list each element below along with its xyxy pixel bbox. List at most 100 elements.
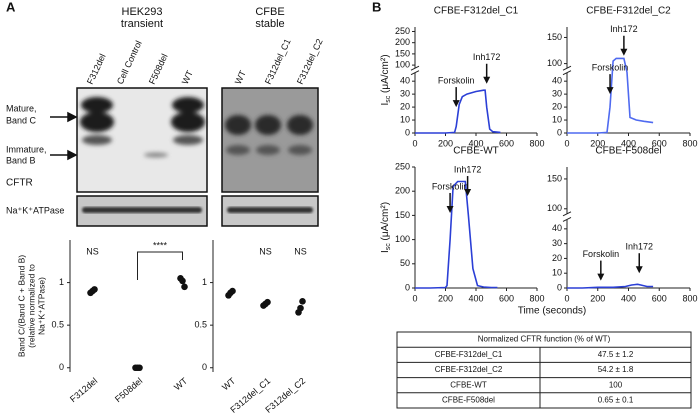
y-tick-label: 30 <box>552 89 562 99</box>
data-point <box>264 298 271 306</box>
y-axis-label: Band C/(Band C + Band B) <box>16 255 26 357</box>
y-tick-label: 40 <box>400 76 410 86</box>
table-cell: CFBE-F312del_C2 <box>435 365 503 374</box>
y-tick-label: 0 <box>557 127 562 137</box>
y-tick-label: 0.5 <box>194 320 207 330</box>
x-tick-label: 600 <box>652 293 667 303</box>
x-tick-label: 200 <box>438 138 453 148</box>
annotation: Inh172 <box>610 24 638 34</box>
group-title: HEK293 <box>122 6 163 18</box>
data-point <box>181 283 188 291</box>
arrow-head <box>635 266 643 274</box>
x-tick-label: 800 <box>529 138 544 148</box>
table-cell: CFBE-F508del <box>442 396 495 405</box>
y-tick-label: 0.5 <box>51 320 64 330</box>
annotation: Inh172 <box>625 242 653 252</box>
annotation: Forskolin <box>583 249 620 259</box>
x-tick-label: 400 <box>621 293 636 303</box>
x-tick-label: 800 <box>682 138 697 148</box>
y-axis-label: Isc (μA/cm²) <box>380 54 392 105</box>
y-tick-label: 200 <box>395 37 410 47</box>
trace <box>415 89 501 134</box>
table-cell: 0.65 ± 0.1 <box>598 396 634 405</box>
y-tick-label: 10 <box>552 114 562 124</box>
x-tick-label: 400 <box>468 138 483 148</box>
annotation: NS <box>294 246 307 256</box>
y-tick-label: 20 <box>552 253 562 263</box>
x-tick-label: 600 <box>652 138 667 148</box>
y-tick-label: 250 <box>395 26 410 36</box>
arrow-head <box>606 87 614 95</box>
lane-label: F508del <box>147 52 170 86</box>
y-tick-label: 20 <box>552 101 562 111</box>
y-label-symbol: I <box>380 250 391 253</box>
x-tick-label: 200 <box>590 293 605 303</box>
chart-title: CFBE-F312del_C2 <box>586 6 671 17</box>
y-label-unit: (μA/cm²) <box>380 54 391 95</box>
chart-title: CFBE-F508del <box>595 146 661 157</box>
x-tick-label: 600 <box>499 138 514 148</box>
y-tick-label: 40 <box>552 76 562 86</box>
y-label-symbol: I <box>380 103 391 106</box>
annotation: Forskolin <box>592 63 629 73</box>
x-tick-label: F312del <box>68 376 99 405</box>
x-tick-label: 400 <box>621 138 636 148</box>
annotation: NS <box>86 246 99 256</box>
annotation: NS <box>259 246 272 256</box>
y-tick-label: 1 <box>202 277 207 287</box>
x-tick-label: F508del <box>113 376 144 405</box>
trace <box>415 180 498 289</box>
chart-title: CFBE-WT <box>453 146 499 157</box>
y-tick-label: 100 <box>395 59 410 69</box>
panel-label: A <box>6 0 16 14</box>
axis-break <box>562 65 572 76</box>
data-point <box>179 277 186 285</box>
significance-bracket <box>137 251 183 280</box>
significance-label: **** <box>153 240 168 250</box>
trace <box>567 283 654 289</box>
y-tick-label: 200 <box>395 186 410 196</box>
y-tick-label: 150 <box>395 210 410 220</box>
y-tick-label: 100 <box>547 203 562 213</box>
arrow-head <box>620 48 628 56</box>
group-title: stable <box>255 18 284 30</box>
x-tick-label: 0 <box>412 138 417 148</box>
band-label: Immature, <box>6 144 47 154</box>
x-tick-label: 0 <box>564 293 569 303</box>
lane-label: WT <box>180 68 195 85</box>
y-axis-label: Na⁺K⁺ATPase) <box>36 277 46 335</box>
group-title: CFBE <box>255 6 284 18</box>
y-tick-label: 30 <box>552 238 562 248</box>
data-point <box>299 298 306 305</box>
annotation: Forskolin <box>432 181 469 191</box>
annotation: Inh172 <box>454 164 482 174</box>
y-tick-label: 30 <box>400 89 410 99</box>
data-point <box>136 364 143 372</box>
y-tick-label: 150 <box>395 48 410 58</box>
table-cell: 54.2 ± 1.8 <box>598 365 634 374</box>
cftr-blot-hek <box>76 87 208 193</box>
y-tick-label: 100 <box>395 234 410 244</box>
y-tick-label: 0 <box>202 362 207 372</box>
x-tick-label: 0 <box>412 293 417 303</box>
y-tick-label: 0 <box>59 362 64 372</box>
band-label: Band B <box>6 155 36 165</box>
annotation: Inh172 <box>473 52 501 62</box>
lane-label: F312del_C1 <box>263 37 293 86</box>
x-tick-label: 600 <box>499 293 514 303</box>
x-tick-label: 200 <box>590 138 605 148</box>
arrow-head <box>464 189 472 197</box>
data-point <box>297 304 304 312</box>
lane-label: WT <box>233 68 248 85</box>
y-label-subscript: sc <box>385 243 392 251</box>
arrow-head <box>597 273 605 281</box>
protein-label: Na⁺K⁺ATPase <box>6 205 64 215</box>
y-axis-label: Isc (μA/cm²) <box>380 202 392 253</box>
y-tick-label: 150 <box>547 32 562 42</box>
y-tick-label: 50 <box>400 258 410 268</box>
y-tick-label: 100 <box>547 58 562 68</box>
axis-break <box>562 211 572 222</box>
group-title: transient <box>121 18 163 30</box>
arrow-head <box>446 205 454 213</box>
